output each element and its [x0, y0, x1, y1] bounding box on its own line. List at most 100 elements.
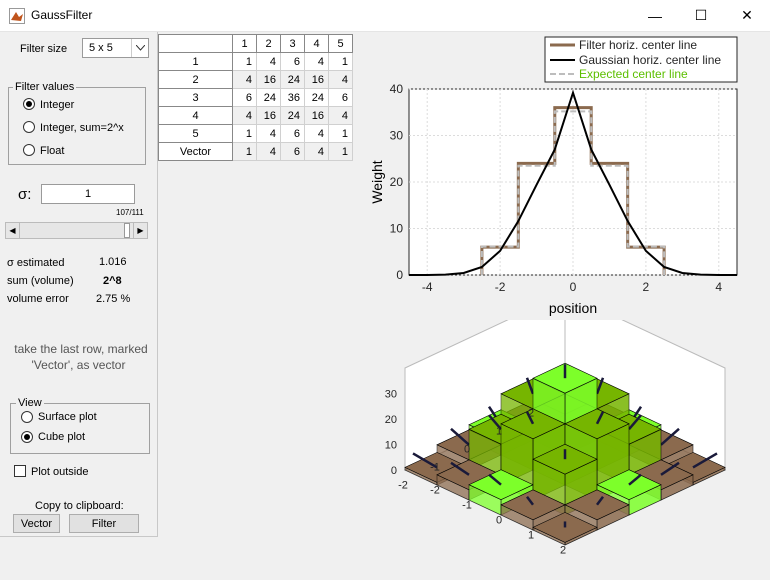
table-cell[interactable]: 4 [304, 142, 329, 161]
y-tick-label: 10 [390, 222, 404, 236]
radio-float-label: Float [40, 145, 65, 157]
radio-cube-plot[interactable] [21, 431, 33, 443]
table-cell[interactable]: 4 [256, 52, 281, 71]
radio-integer-pow2[interactable] [23, 121, 35, 133]
x-tick-label: 4 [715, 280, 722, 294]
window-title: GaussFilter [31, 8, 93, 22]
view-group [10, 403, 150, 454]
hint-line-1: take the last row, marked [14, 342, 148, 356]
maximize-button[interactable]: ☐ [694, 7, 708, 23]
table-cell[interactable]: 1 [232, 124, 257, 143]
y-tick-label: 2 [528, 408, 534, 420]
column-header: 5 [328, 34, 353, 53]
slider-thumb[interactable] [124, 223, 131, 238]
x-axis-label: position [549, 300, 597, 316]
table-cell[interactable]: 16 [304, 106, 329, 125]
volume-error-label: volume error [7, 293, 69, 305]
y-tick-label: 0 [464, 444, 470, 456]
row-header: 3 [158, 88, 233, 107]
sigma-input[interactable]: 1 [41, 184, 135, 204]
x-tick-label: -1 [462, 500, 472, 512]
matlab-app-icon [9, 8, 25, 24]
column-header: 1 [232, 34, 257, 53]
chevron-down-icon[interactable] [131, 39, 148, 57]
radio-integer[interactable] [23, 98, 35, 110]
normal-vector [628, 414, 642, 431]
table-cell[interactable]: 1 [328, 52, 353, 71]
filter-values-group [8, 87, 146, 165]
normal-vector [525, 411, 535, 425]
sigma-label: σ: [18, 186, 32, 203]
table-cell[interactable]: 1 [328, 142, 353, 161]
table-cell[interactable]: 6 [280, 142, 305, 161]
normal-vector [525, 377, 535, 395]
radio-float[interactable] [23, 144, 35, 156]
normal-vector [595, 411, 605, 425]
sum-volume-label: sum (volume) [7, 275, 74, 287]
table-cell[interactable]: 1 [232, 52, 257, 71]
control-panel [0, 32, 158, 537]
table-cell[interactable]: 4 [232, 106, 257, 125]
cube-bar [532, 443, 598, 516]
table-row: 3 6 24 36 24 6 [158, 88, 353, 107]
table-cell[interactable]: 24 [280, 106, 305, 125]
table-cell[interactable]: 4 [256, 124, 281, 143]
table-row: 5 1 4 6 4 1 [158, 124, 353, 143]
table-cell[interactable]: 6 [328, 88, 353, 107]
legend-label: Gaussian horiz. center line [579, 53, 721, 67]
legend: Filter horiz. center line Gaussian horiz… [544, 36, 738, 83]
cube-top [468, 469, 534, 501]
normal-vector [526, 496, 534, 506]
row-header: Vector [158, 142, 233, 161]
copy-clipboard-label: Copy to clipboard: [35, 500, 124, 512]
close-button[interactable]: ✕ [741, 7, 753, 23]
table-cell[interactable]: 4 [304, 124, 329, 143]
z-tick-label: 0 [391, 465, 397, 477]
table-cell[interactable]: 16 [256, 106, 281, 125]
sigma-slider[interactable]: ◀ ▶ [5, 222, 148, 239]
table-cell[interactable]: 16 [304, 70, 329, 89]
filter-size-label: Filter size [20, 43, 68, 55]
x-tick-label: -2 [430, 485, 440, 497]
slider-right-arrow-icon[interactable]: ▶ [133, 223, 147, 238]
y-tick-label: 40 [390, 82, 404, 96]
minimize-button[interactable]: — [648, 7, 662, 24]
table-row: 1 1 4 6 4 1 [158, 52, 353, 71]
y-tick-label: 0 [396, 268, 403, 282]
table-cell[interactable]: 1 [328, 124, 353, 143]
y-tick-label: -2 [398, 480, 408, 492]
copy-vector-button[interactable]: Vector [13, 514, 60, 533]
table-cell[interactable]: 24 [256, 88, 281, 107]
plot-outside-checkbox[interactable] [14, 465, 26, 477]
table-cell[interactable]: 36 [280, 88, 305, 107]
table-cell[interactable]: 24 [304, 88, 329, 107]
copy-filter-button[interactable]: Filter [69, 514, 139, 533]
x-tick-label: 2 [560, 545, 566, 557]
cube-bar [532, 512, 598, 546]
table-cell[interactable]: 24 [280, 70, 305, 89]
table-cell[interactable]: 6 [280, 52, 305, 71]
table-row: 4 4 16 24 16 4 [158, 106, 353, 125]
table-cell[interactable]: 4 [328, 70, 353, 89]
table-cell[interactable]: 1 [232, 142, 257, 161]
slider-left-arrow-icon[interactable]: ◀ [6, 223, 20, 238]
table-cell[interactable]: 4 [328, 106, 353, 125]
legend-label: Expected center line [579, 67, 688, 81]
table-cell[interactable]: 6 [232, 88, 257, 107]
table-cell[interactable]: 16 [256, 70, 281, 89]
table-cell[interactable]: 4 [256, 142, 281, 161]
cube-bars [404, 362, 726, 546]
filter-size-select[interactable]: 5 x 5 [82, 38, 149, 58]
table-cell[interactable]: 4 [304, 52, 329, 71]
volume-error-value: 2.75 % [96, 293, 131, 305]
hint-line-2: 'Vector', as vector [31, 358, 126, 372]
table-cell[interactable]: 4 [232, 70, 257, 89]
sigma-estimated-label: σ estimated [7, 257, 65, 269]
table-row: Vector 1 4 6 4 1 [158, 142, 353, 161]
table-cell[interactable]: 6 [280, 124, 305, 143]
filter-table: 1 2 3 4 5 1 1 4 6 4 1 2 4 16 24 16 4 3 6… [158, 34, 353, 161]
radio-surface-plot[interactable] [21, 411, 33, 423]
sum-volume-value: 2^8 [103, 275, 122, 287]
